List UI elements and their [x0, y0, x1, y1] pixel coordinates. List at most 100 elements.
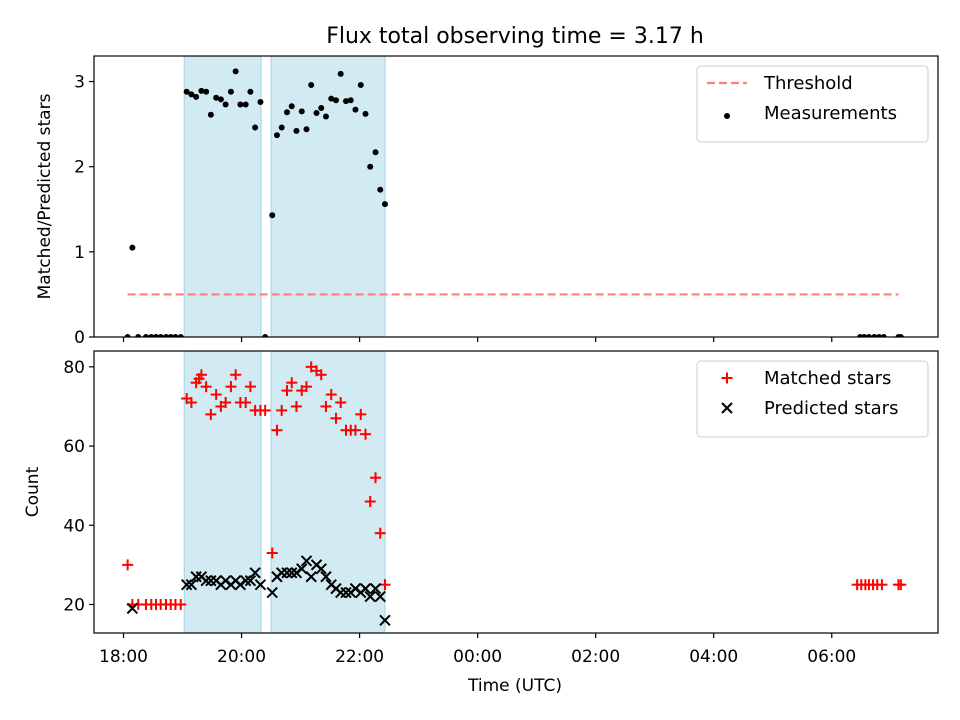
measurement-point [172, 334, 179, 337]
panel-2-frame [93, 350, 939, 634]
measurement-point [367, 163, 374, 170]
matched-star-marker [271, 424, 283, 436]
measurement-point [861, 334, 868, 337]
y-tick-label: 1 [74, 243, 85, 263]
measurement-point [288, 103, 295, 110]
measurement-point [880, 334, 887, 337]
panel-1: 0 1 2 3 Matched/Predicted stars Threshold Meas… [35, 55, 939, 348]
x-tick-label: 00:00 [453, 647, 502, 667]
measurement-point [252, 124, 259, 131]
matched-star-marker [370, 472, 382, 484]
measurement-point [897, 334, 904, 337]
matched-star-marker [195, 369, 207, 381]
measurement-point [167, 334, 174, 337]
measurement-point [222, 101, 229, 108]
matched-star-marker [876, 579, 888, 591]
measurement-point [207, 111, 214, 118]
measurement-point [322, 113, 329, 120]
legend: Matched stars Predicted stars [696, 360, 929, 438]
x-tick-label: 22:00 [335, 647, 384, 667]
matched-star-marker [205, 408, 217, 420]
measurement-point [293, 127, 300, 134]
measurement-point [124, 334, 131, 337]
measurement-point [278, 124, 285, 131]
x-axis-label: Time (UTC) [467, 676, 562, 696]
measurement-point [875, 334, 882, 337]
measurement-point [871, 334, 878, 337]
measurement-point [332, 97, 339, 104]
matched-star-marker [286, 377, 298, 389]
matched-star-marker [325, 389, 337, 401]
measurement-point [198, 87, 205, 94]
measurement-point [183, 88, 190, 95]
x-tick-label: 18:00 [99, 647, 148, 667]
matched-star-marker [259, 404, 271, 416]
panel-2: 20 40 60 80 18:00 20:00 22:00 00:00 02:00 04:00 06… [23, 350, 939, 667]
matched-star-marker [379, 579, 391, 591]
observing-interval-shade [271, 56, 385, 337]
matched-star-marker [895, 579, 907, 591]
matched-star-marker [315, 369, 327, 381]
measurement-point [135, 334, 142, 337]
legend-measurement-swatch [724, 113, 730, 119]
measurement-point [262, 334, 269, 337]
predicted-star-marker [244, 575, 257, 587]
predicted-star-marker [254, 578, 267, 591]
measurement-point [142, 334, 149, 337]
measurement-point [157, 334, 164, 337]
measurement-point [273, 132, 280, 139]
predicted-star-marker [359, 582, 372, 595]
measurement-point [357, 81, 364, 88]
measurement-point [163, 334, 170, 337]
matched-star-marker [276, 404, 288, 416]
predicted-star-marker [340, 586, 352, 599]
x-tick-label: 02:00 [571, 647, 620, 667]
legend-matched-swatch [721, 372, 733, 384]
observing-interval-shade [271, 351, 385, 633]
measurement-point [377, 186, 384, 193]
measurement-point [269, 212, 276, 219]
predicted-star-marker [300, 555, 313, 567]
measurement-point [303, 126, 310, 133]
measurement-point [152, 334, 159, 337]
predicted-star-marker [249, 567, 261, 579]
y-tick-label: 60 [63, 437, 85, 457]
legend-box [696, 360, 929, 438]
predicted-star-marker [239, 575, 252, 587]
matched-star-marker [240, 396, 252, 408]
measurement-point [242, 101, 249, 108]
measurement-point [177, 334, 184, 337]
measurement-point [283, 109, 290, 116]
matched-star-marker [210, 389, 222, 401]
matched-star-marker [374, 527, 386, 539]
y-tick-label: 0 [74, 328, 85, 348]
legend-label: Measurements [764, 103, 897, 124]
predicted-star-marker [286, 567, 298, 579]
measurement-point [203, 88, 210, 95]
matched-star-marker [200, 381, 212, 393]
matched-star-marker [290, 400, 302, 412]
matched-star-marker [364, 496, 376, 508]
measurement-point [318, 104, 325, 111]
measurement-point [381, 201, 388, 208]
measurement-point [129, 244, 136, 251]
legend-box [696, 65, 929, 143]
x-tick-label: 20:00 [217, 647, 266, 667]
measurement-point [343, 98, 350, 105]
measurement-point [257, 98, 264, 105]
measurement-point [865, 334, 872, 337]
panel-2-plot-area [122, 351, 907, 633]
matched-star-marker [281, 385, 293, 397]
measurement-point [347, 97, 354, 104]
matched-star-marker [335, 396, 347, 408]
y-tick-label: 80 [63, 358, 85, 378]
predicted-star-marker [364, 590, 376, 603]
predicted-star-marker [320, 571, 332, 583]
matched-star-marker [175, 598, 187, 610]
measurement-point [337, 70, 344, 77]
measurement-point [213, 94, 220, 101]
predicted-star-marker [180, 578, 193, 591]
measurement-point [362, 110, 369, 117]
y-tick-label: 3 [74, 73, 85, 93]
predicted-star-marker [379, 614, 391, 627]
